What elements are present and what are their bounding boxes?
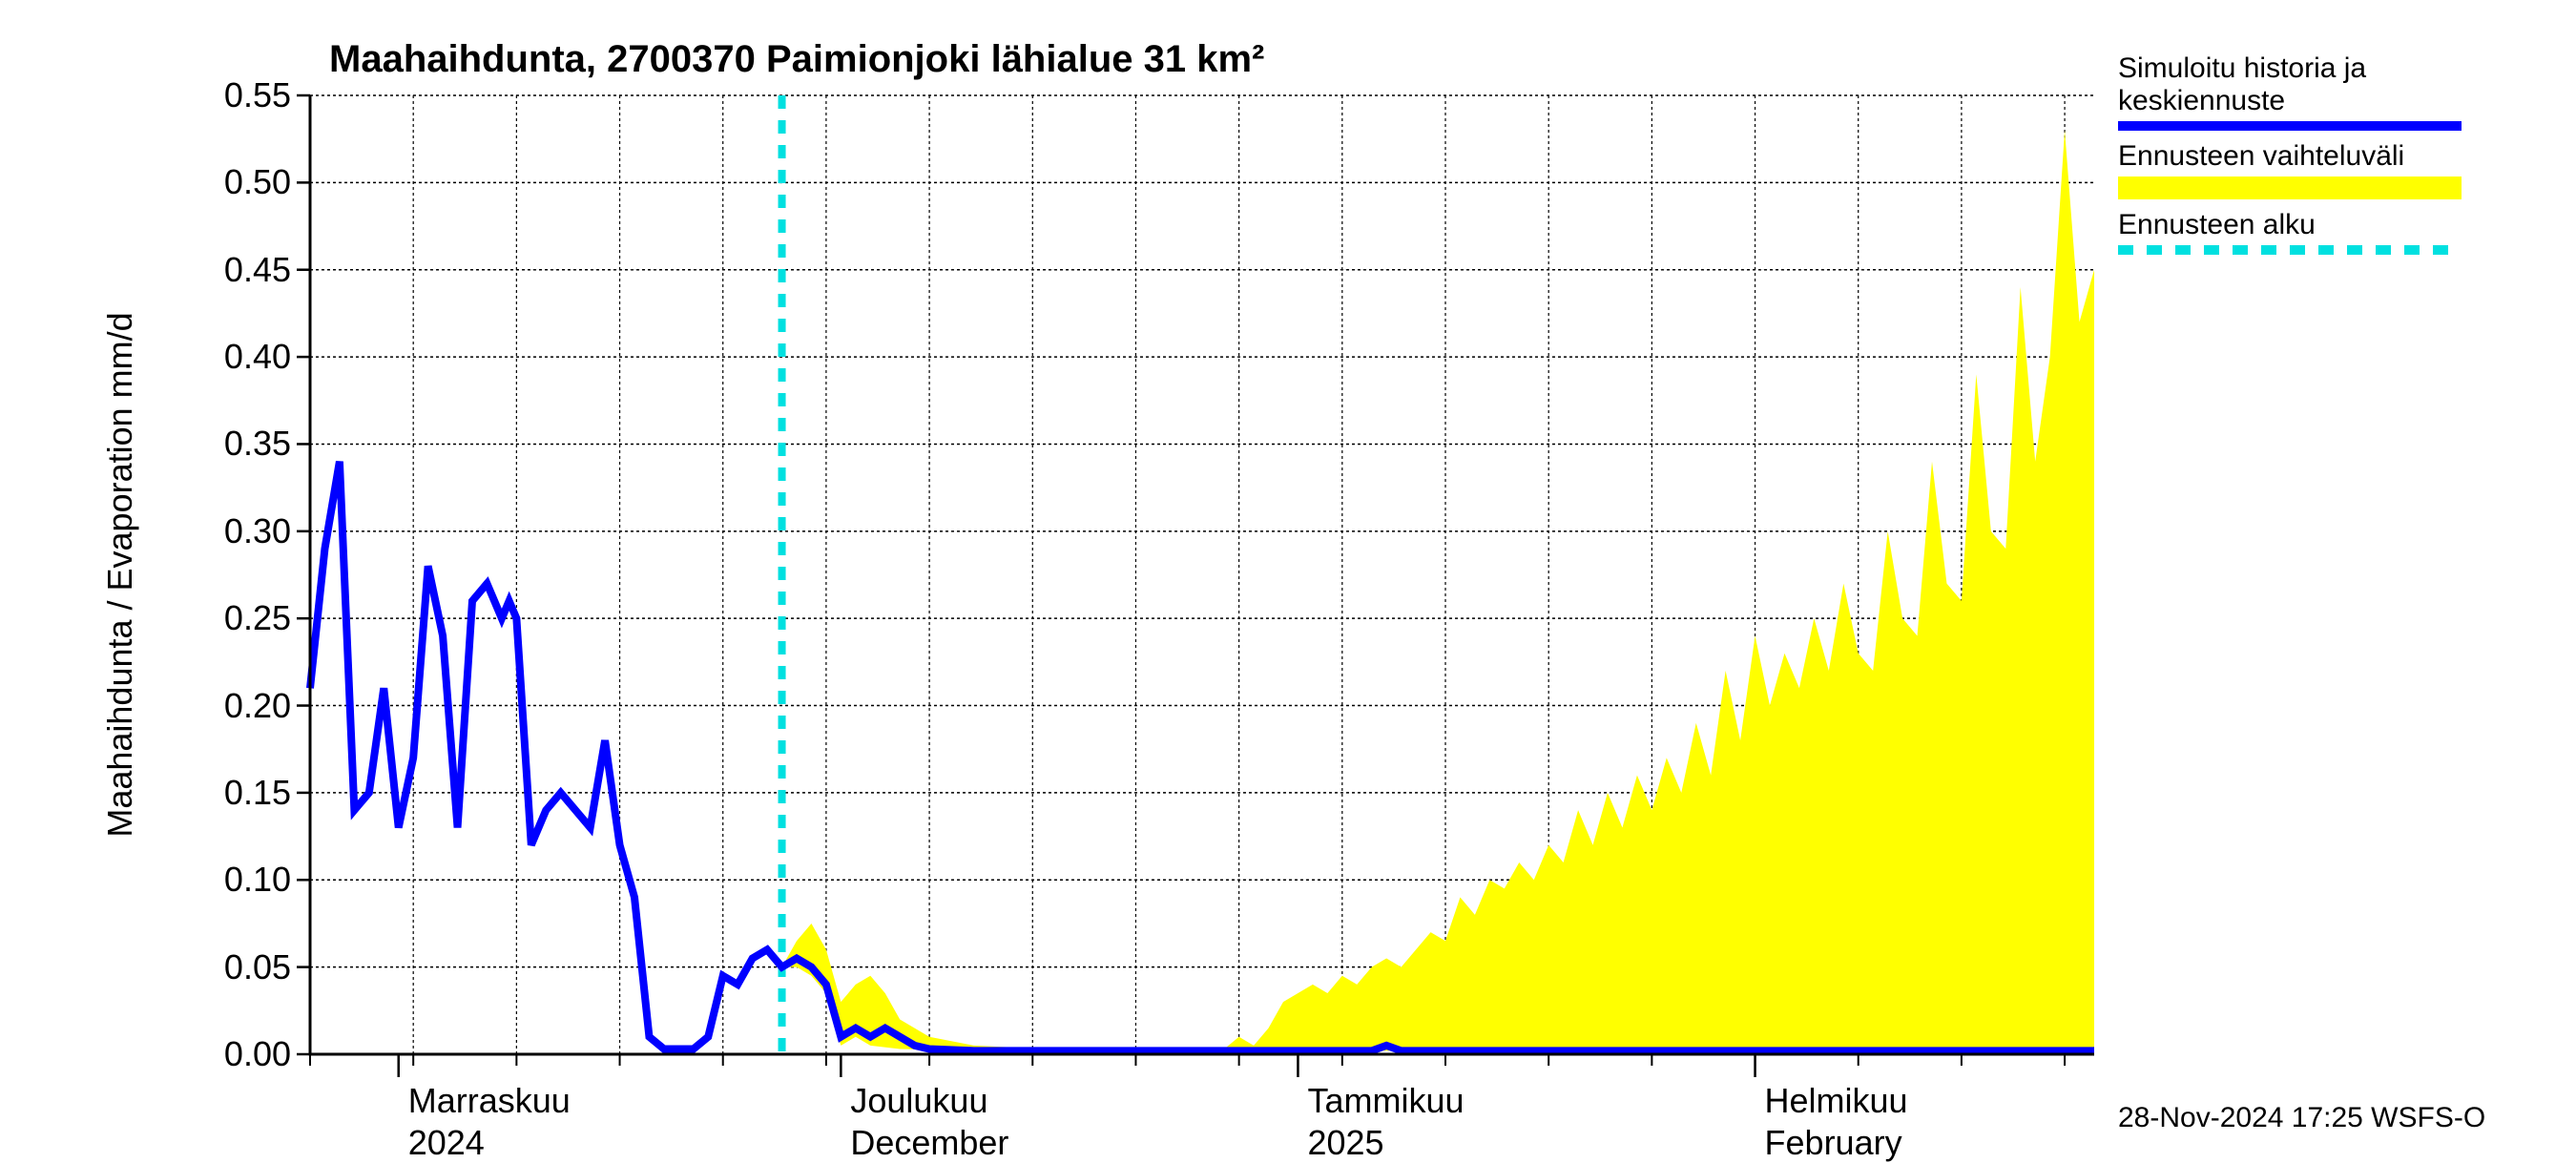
y-tick-label: 0.05 xyxy=(157,947,291,987)
y-tick-label: 0.10 xyxy=(157,860,291,900)
x-tick-label-bottom: 2024 xyxy=(408,1123,485,1163)
x-tick-label-bottom: February xyxy=(1765,1123,1902,1163)
x-tick-label-top: Helmikuu xyxy=(1765,1081,1908,1121)
x-tick-label-top: Tammikuu xyxy=(1307,1081,1464,1121)
y-tick-label: 0.50 xyxy=(157,162,291,202)
y-tick-label: 0.30 xyxy=(157,511,291,551)
y-tick-label: 0.35 xyxy=(157,424,291,464)
legend: Simuloitu historia jakeskiennuste Ennuste… xyxy=(2118,52,2462,264)
legend-entry: Simuloitu historia jakeskiennuste xyxy=(2118,52,2462,131)
y-tick-label: 0.15 xyxy=(157,773,291,813)
y-tick-label: 0.20 xyxy=(157,686,291,726)
legend-label: Simuloitu historia ja xyxy=(2118,52,2462,85)
y-tick-label: 0.25 xyxy=(157,598,291,638)
legend-label: Ennusteen alku xyxy=(2118,209,2462,241)
y-tick-label: 0.45 xyxy=(157,250,291,290)
timestamp: 28-Nov-2024 17:25 WSFS-O xyxy=(2118,1102,2485,1134)
legend-label: keskiennuste xyxy=(2118,85,2462,117)
y-axis-label: Maahaihdunta / Evaporation mm/d xyxy=(100,114,140,1035)
legend-swatch xyxy=(2118,177,2462,199)
legend-swatch xyxy=(2118,245,2462,255)
chart-title: Maahaihdunta, 2700370 Paimionjoki lähial… xyxy=(329,38,1264,81)
y-tick-label: 0.55 xyxy=(157,75,291,115)
y-tick-label: 0.00 xyxy=(157,1034,291,1074)
x-tick-label-bottom: 2025 xyxy=(1307,1123,1383,1163)
forecast-band xyxy=(782,131,2094,1051)
legend-swatch xyxy=(2118,121,2462,131)
legend-entry: Ennusteen vaihteluväli xyxy=(2118,140,2462,199)
x-tick-label-bottom: December xyxy=(850,1123,1008,1163)
y-tick-label: 0.40 xyxy=(157,337,291,377)
x-tick-label-top: Marraskuu xyxy=(408,1081,571,1121)
legend-label: Ennusteen vaihteluväli xyxy=(2118,140,2462,173)
x-tick-label-top: Joulukuu xyxy=(850,1081,987,1121)
legend-entry: Ennusteen alku xyxy=(2118,209,2462,255)
